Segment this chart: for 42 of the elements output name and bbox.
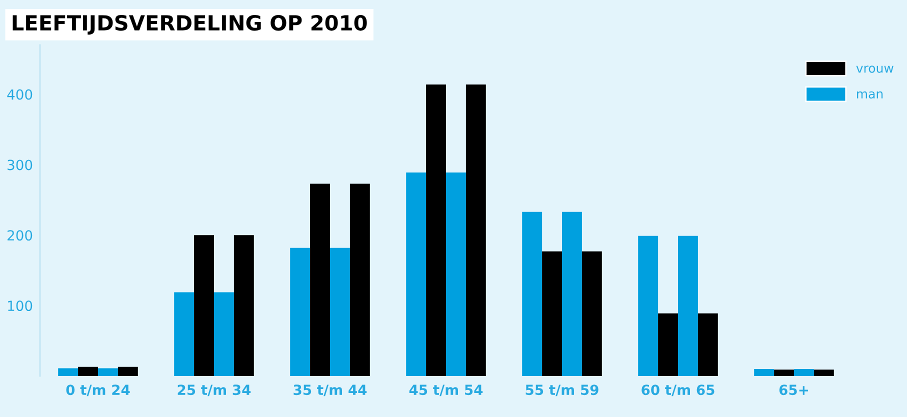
bar: [58, 368, 78, 376]
bar: [330, 248, 350, 376]
bar: [194, 235, 214, 376]
x-tick-label: 35 t/m 44: [294, 384, 367, 396]
bar: [658, 313, 678, 376]
bar: [794, 368, 814, 376]
bar: [98, 368, 118, 376]
bar: [542, 251, 562, 376]
chart-title: LEEFTIJDSVERDELING OP 2010: [12, 14, 367, 35]
bar: [310, 184, 330, 376]
y-tick-label: 400: [7, 89, 32, 100]
x-tick-label: 45 t/m 54: [409, 384, 483, 396]
legend-label: man: [857, 91, 883, 99]
bar: [174, 292, 194, 376]
bar: [350, 184, 370, 376]
legend-label: vrouw: [856, 66, 894, 73]
bar: [522, 212, 542, 376]
y-tick-label: 200: [8, 230, 32, 241]
bar: [406, 172, 426, 376]
x-tick-label: 60 t/m 65: [642, 384, 714, 396]
bar: [234, 235, 254, 376]
y-tick-label: 300: [8, 160, 32, 170]
bar: [290, 248, 310, 376]
bar: [78, 366, 98, 376]
bar: [678, 236, 698, 376]
bar: [214, 292, 234, 376]
bar: [466, 84, 486, 376]
bar: [426, 84, 446, 376]
bar: [814, 370, 834, 376]
bar: [562, 212, 582, 376]
bar: [754, 368, 774, 376]
x-tick-label: 55 t/m 59: [526, 384, 598, 396]
bar: [582, 251, 602, 376]
bar: [774, 370, 794, 376]
x-tick-label: 0 t/m 24: [66, 384, 130, 396]
x-tick-label: 25 t/m 34: [178, 384, 251, 396]
x-tick-label: 65+: [779, 384, 808, 396]
bar: [638, 236, 658, 376]
bar: [698, 313, 718, 376]
y-tick-label: 100: [8, 300, 32, 312]
bar: [118, 366, 138, 376]
bar: [446, 172, 466, 376]
